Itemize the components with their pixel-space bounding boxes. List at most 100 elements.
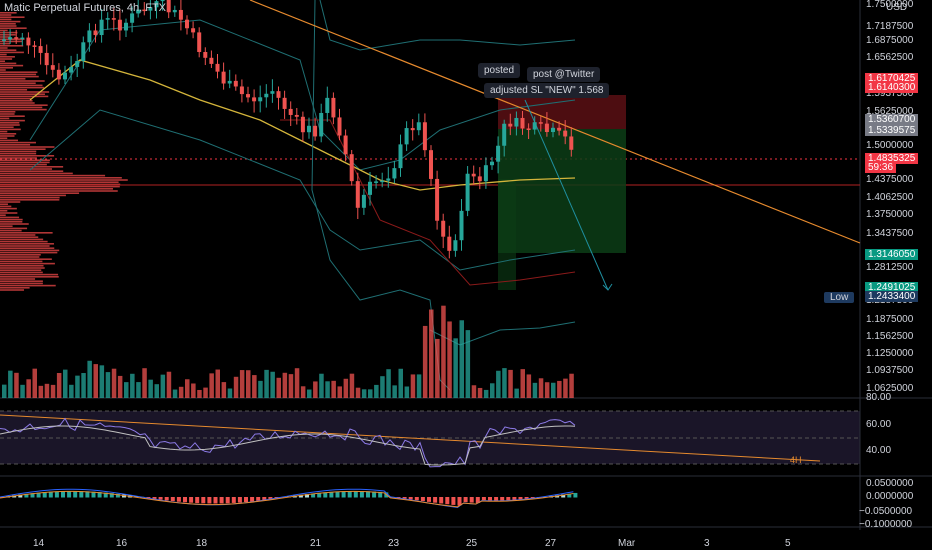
volume-bar: [325, 381, 330, 398]
volume-profile-bar: [0, 122, 20, 124]
candle-body: [520, 117, 525, 129]
volume-profile-bar: [0, 69, 6, 71]
price-axis-label: 1.4062500: [866, 192, 914, 203]
candle-body: [374, 181, 379, 183]
macd-bar: [36, 492, 41, 498]
macd-bar: [402, 497, 407, 499]
volume-bar: [178, 386, 184, 398]
volume-bar: [471, 385, 477, 398]
volume-profile-bar: [0, 223, 29, 225]
candle-body: [355, 181, 360, 208]
candle-body: [422, 122, 427, 151]
macd-bar: [213, 497, 218, 504]
candle-body: [239, 86, 244, 95]
macd-bar: [231, 497, 236, 503]
volume-profile-bar: [0, 196, 60, 199]
candle-body: [185, 19, 189, 29]
volume-bar: [246, 370, 251, 398]
volume-profile-bar: [0, 93, 45, 95]
volume-profile-bar: [0, 29, 8, 32]
candle-body: [203, 52, 208, 58]
volume-profile-bar: [0, 258, 52, 260]
volume-profile-bar: [0, 45, 24, 47]
candle-body: [483, 165, 488, 182]
note-adjusted-sl[interactable]: adjusted SL "NEW" 1.568: [484, 83, 610, 98]
volume-profile-bar: [0, 159, 50, 161]
volume-bar: [20, 384, 25, 398]
macd-bar: [30, 493, 35, 498]
projection-arrow: [524, 99, 609, 291]
volume-bar: [508, 369, 513, 398]
volume-profile-bar: [0, 36, 11, 38]
macd-bar: [500, 497, 505, 501]
volume-profile-bar: [0, 141, 36, 144]
macd-bar: [494, 497, 499, 501]
volume-bar: [465, 330, 471, 398]
macd-bar: [73, 491, 78, 498]
volume-profile-bar: [0, 282, 43, 285]
volume-profile-bar: [0, 289, 25, 291]
macd-bar: [420, 497, 425, 502]
date-axis-label: 23: [388, 538, 400, 549]
candle-body: [2, 39, 6, 41]
note-post-twitter[interactable]: post @Twitter: [527, 67, 601, 82]
volume-bar: [44, 383, 50, 398]
volume-profile-bar: [0, 64, 24, 67]
volume-profile-bar: [0, 185, 120, 188]
volume-bar: [502, 368, 507, 398]
volume-bar: [557, 380, 562, 398]
macd-bar: [305, 494, 309, 498]
volume-bar: [563, 378, 568, 398]
volume-profile-bar: [0, 271, 43, 274]
volume-bar: [32, 368, 37, 398]
macd-bar: [54, 491, 59, 498]
volume-bar: [422, 325, 428, 398]
volume-bar: [239, 370, 245, 398]
date-axis-label: 16: [116, 538, 128, 549]
volume-bar: [264, 369, 269, 398]
macd-bar: [311, 493, 316, 498]
candle-body: [178, 9, 183, 20]
candle-body: [404, 128, 409, 145]
volume-profile-bar: [0, 280, 43, 282]
volume-profile-bar: [0, 157, 37, 159]
volume-bar: [514, 388, 519, 398]
volume-profile-bar: [0, 31, 18, 34]
volume-profile-bar: [0, 25, 17, 27]
candle-body: [441, 220, 446, 237]
macd-bar: [518, 497, 523, 500]
candle-body: [508, 123, 513, 127]
price-axis-label: 1.6562500: [866, 52, 914, 63]
volume-profile-bar: [0, 56, 15, 58]
band-line: [280, 119, 576, 286]
volume-profile-bar: [0, 137, 8, 139]
candle-body: [87, 30, 92, 43]
macd-bar: [372, 491, 377, 498]
candle-body: [50, 65, 55, 70]
candle-body: [331, 97, 336, 118]
candle-body: [246, 94, 250, 98]
volume-profile-bar: [0, 34, 16, 36]
candle-body: [282, 97, 287, 109]
macd-bar: [195, 497, 200, 504]
candle-body: [276, 91, 281, 98]
volume-bar: [136, 382, 141, 398]
note-posted[interactable]: posted: [478, 63, 521, 78]
band-line: [29, 59, 576, 191]
price-axis-label: 1.2812500: [866, 262, 914, 273]
volume-profile-bar: [0, 245, 50, 247]
volume-profile-bar: [0, 128, 21, 131]
volume-profile-bar: [0, 284, 56, 287]
rsi-trend-line: [0, 414, 821, 462]
volume-bar: [337, 386, 342, 398]
candle-body: [215, 63, 220, 72]
candle-body: [490, 161, 494, 166]
macd-axis-label: 0.0000000: [866, 491, 914, 502]
volume-bar: [99, 365, 105, 398]
date-axis-label: 21: [310, 538, 322, 549]
volume-profile-bar: [0, 104, 48, 106]
volume-profile-bar: [0, 221, 23, 223]
candle-body: [136, 9, 141, 14]
volume-profile-bar: [0, 243, 54, 245]
